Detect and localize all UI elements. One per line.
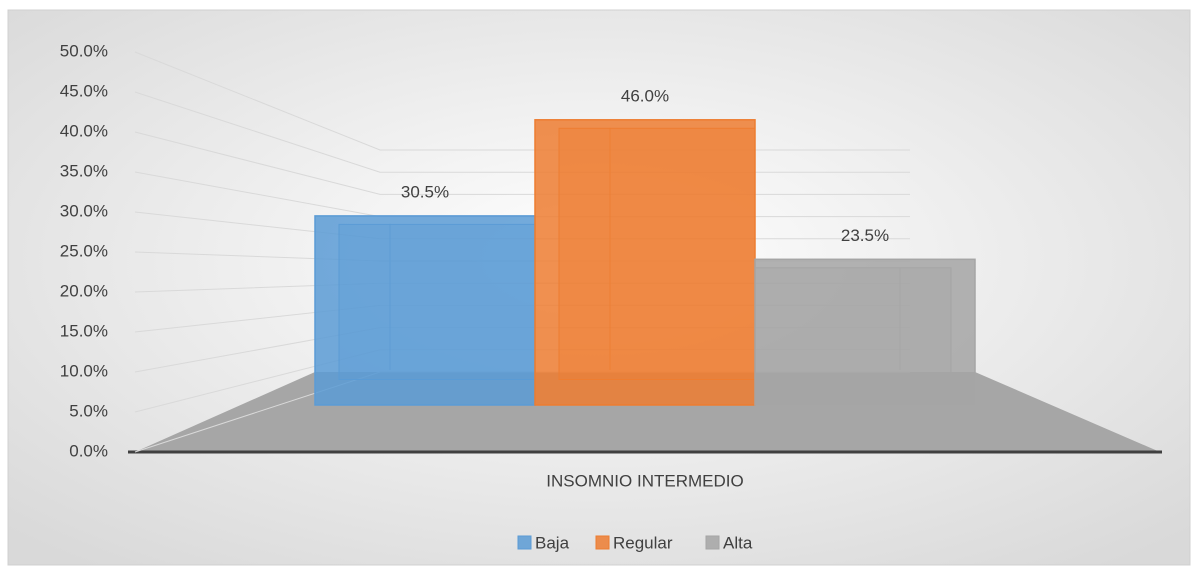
- legend-label: Baja: [535, 533, 570, 552]
- y-tick-label: 0.0%: [69, 441, 108, 460]
- y-tick-label: 50.0%: [60, 41, 108, 60]
- bar: [754, 258, 976, 406]
- y-tick-label: 25.0%: [60, 241, 108, 260]
- data-label: 30.5%: [401, 182, 449, 201]
- y-tick-label: 15.0%: [60, 321, 108, 340]
- y-tick-label: 45.0%: [60, 81, 108, 100]
- y-tick-label: 35.0%: [60, 161, 108, 180]
- data-label: 46.0%: [621, 86, 669, 105]
- y-tick-label: 10.0%: [60, 361, 108, 380]
- legend-swatch: [517, 535, 532, 550]
- legend-swatch: [705, 535, 720, 550]
- legend-label: Alta: [723, 533, 753, 552]
- data-label: 23.5%: [841, 226, 889, 245]
- y-tick-label: 20.0%: [60, 281, 108, 300]
- y-tick-label: 5.0%: [69, 401, 108, 420]
- legend-swatch: [595, 535, 610, 550]
- x-tick-label: INSOMNIO INTERMEDIO: [546, 471, 743, 490]
- bar: [534, 119, 756, 406]
- bar: [314, 215, 536, 406]
- legend-label: Regular: [613, 533, 673, 552]
- y-tick-label: 40.0%: [60, 121, 108, 140]
- y-tick-label: 30.0%: [60, 201, 108, 220]
